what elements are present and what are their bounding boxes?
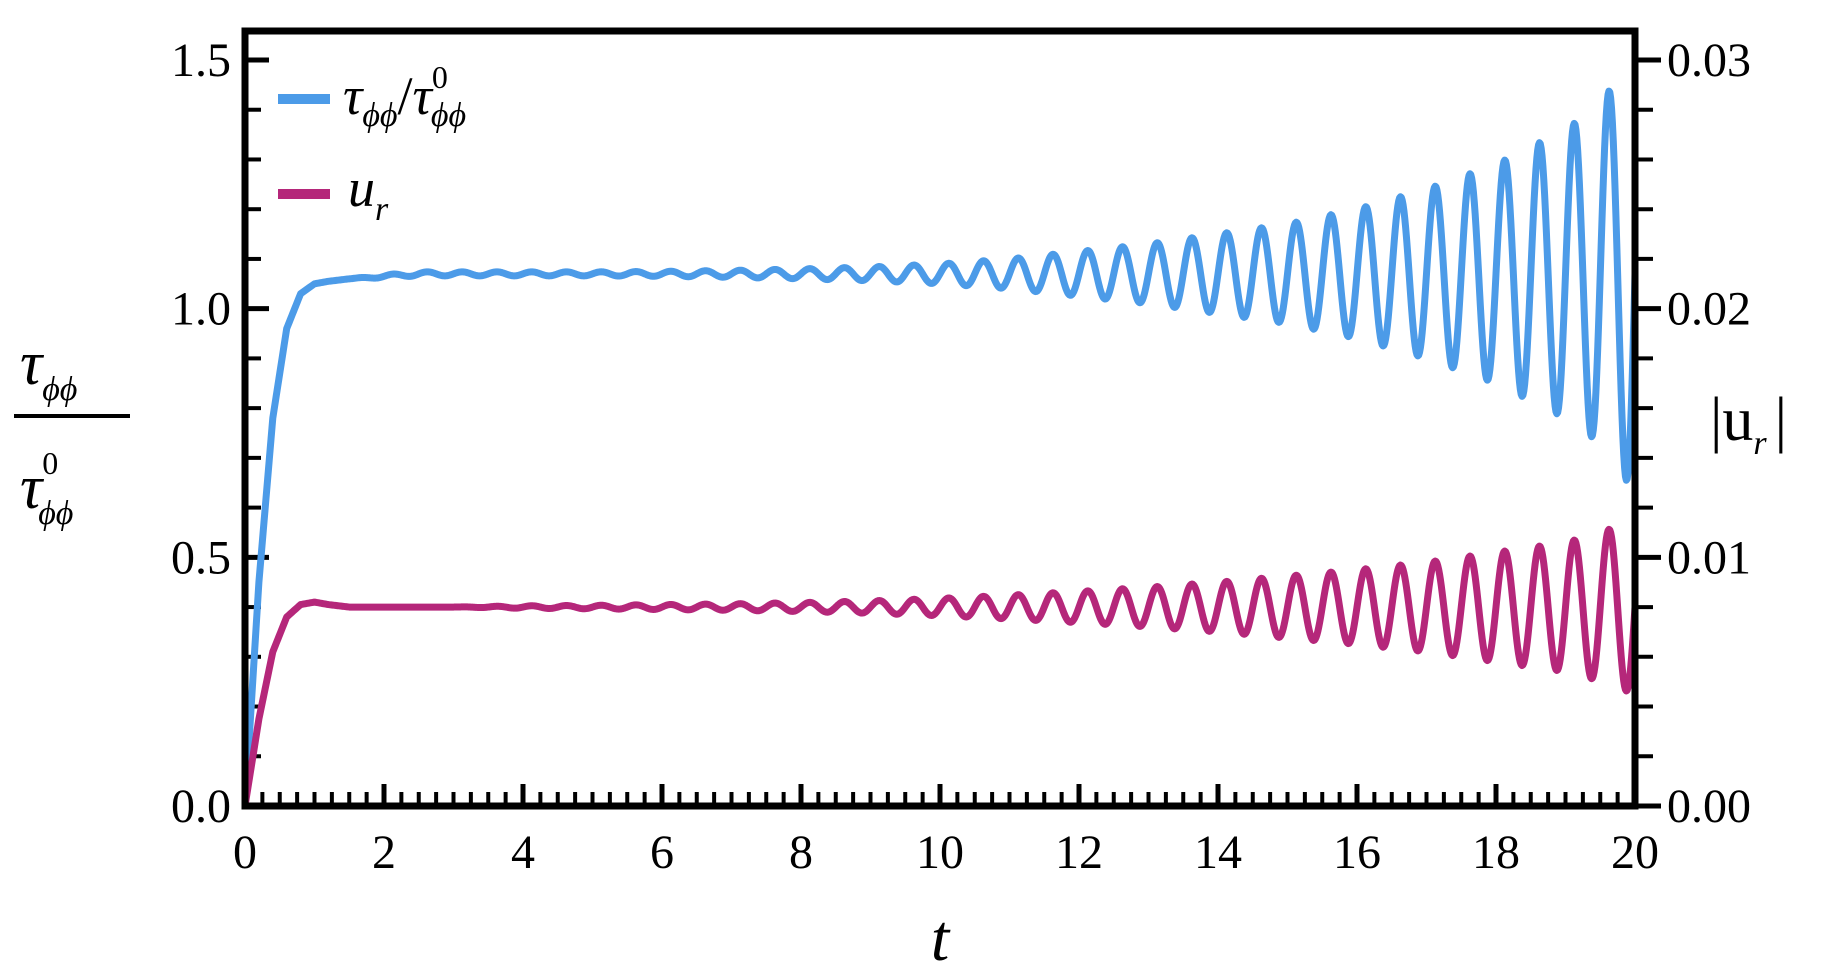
legend: τϕϕ/τ0 ϕϕ ur bbox=[278, 59, 466, 228]
legend-label-ur: ur bbox=[348, 158, 389, 228]
x-tick-label: 6 bbox=[650, 826, 674, 879]
x-tick-label: 2 bbox=[372, 826, 396, 879]
x-tick-label: 14 bbox=[1194, 826, 1242, 879]
x-axis-label: t bbox=[931, 902, 951, 974]
x-tick-label: 12 bbox=[1055, 826, 1103, 879]
y-label-denominator: τ0 ϕϕ bbox=[20, 445, 73, 532]
y-right-tick-label: 0.00 bbox=[1667, 780, 1751, 833]
legend-label-stress: τϕϕ/τ0 ϕϕ bbox=[343, 59, 466, 134]
x-tick-label: 16 bbox=[1333, 826, 1381, 879]
x-tick-label: 10 bbox=[916, 826, 964, 879]
y-right-tick-label: 0.01 bbox=[1667, 531, 1751, 584]
y-ticks-left: 0.0 0.5 1.0 1.5 bbox=[171, 34, 269, 833]
x-ticks: 0 2 4 6 8 10 12 14 16 18 20 bbox=[233, 784, 1659, 879]
x-tick-label: 4 bbox=[511, 826, 535, 879]
x-tick-label: 18 bbox=[1472, 826, 1520, 879]
y-left-tick-label: 0.5 bbox=[171, 531, 231, 584]
y-left-tick-label: 1.0 bbox=[171, 283, 231, 336]
y-left-tick-label: 0.0 bbox=[171, 780, 231, 833]
y-right-tick-label: 0.02 bbox=[1667, 283, 1751, 336]
x-tick-label: 0 bbox=[233, 826, 257, 879]
y-label-numerator: τϕϕ bbox=[20, 330, 77, 408]
series-layer bbox=[241, 87, 1639, 807]
y-axis-label-left: τϕϕ τ0 ϕϕ bbox=[14, 330, 130, 532]
x-tick-label: 8 bbox=[789, 826, 813, 879]
y-left-tick-label: 1.5 bbox=[171, 34, 231, 87]
y-right-tick-label: 0.03 bbox=[1667, 34, 1751, 87]
series-line-ur bbox=[241, 525, 1639, 807]
series-line-stress bbox=[241, 87, 1639, 807]
x-tick-label: 20 bbox=[1611, 826, 1659, 879]
y-axis-label-right: |ur | bbox=[1710, 386, 1787, 462]
plot-frame bbox=[241, 27, 1639, 810]
